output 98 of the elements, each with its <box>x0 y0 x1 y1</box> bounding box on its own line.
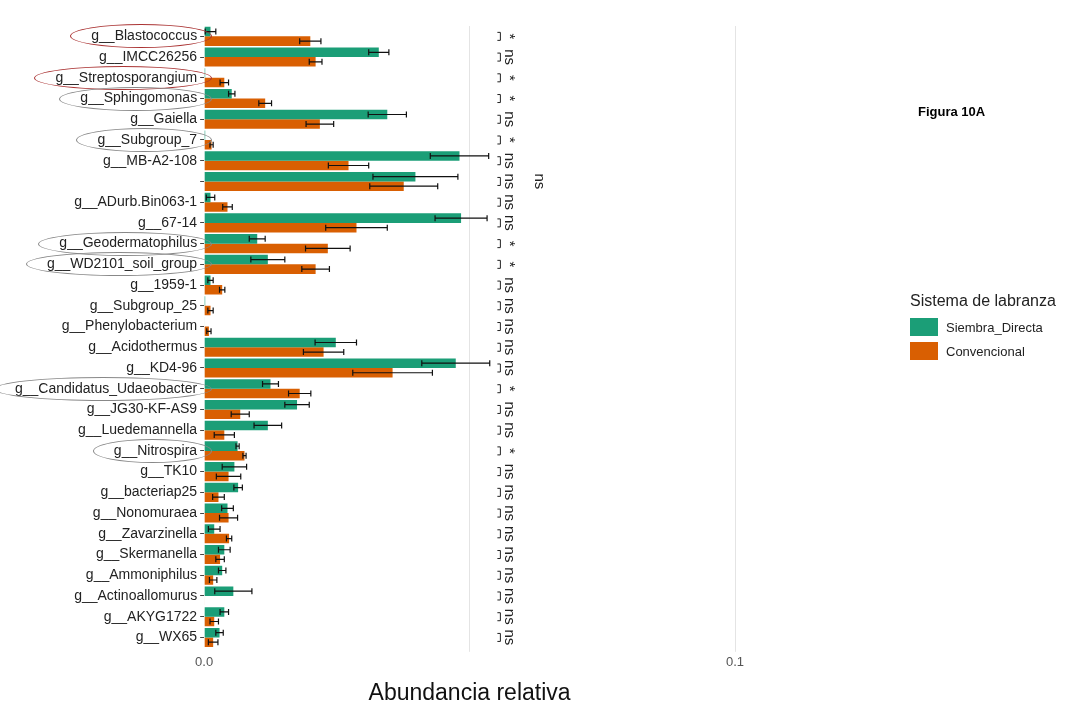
annotation: ns <box>502 463 520 480</box>
annotation: ns <box>502 173 520 190</box>
bar <box>204 89 232 99</box>
y-tick-label: g__Candidatus_Udaeobacter <box>15 379 198 396</box>
bar <box>204 513 229 523</box>
annotation: ns <box>502 277 520 294</box>
text: Figura 10A <box>918 104 986 119</box>
bar <box>204 202 228 212</box>
x-tick-label: 0.0 <box>195 654 214 670</box>
y-tick-label: g__Zavarzinella <box>98 524 198 541</box>
y-tick-label: g__ADurb.Bin063-1 <box>74 193 198 210</box>
y-tick-label: g__Sphingomonas <box>80 89 198 106</box>
y-tick-label: g__MB-A2-108 <box>102 151 198 168</box>
y-tick-label: g__WX65 <box>135 628 198 645</box>
bar <box>204 119 320 129</box>
annotation: ns <box>502 111 520 128</box>
bar <box>204 441 238 451</box>
annotation: ns <box>502 318 520 335</box>
annotation: ns <box>502 546 520 563</box>
y-tick-label: g__67-14 <box>137 213 198 230</box>
annotation: ns <box>502 484 520 501</box>
bar <box>204 420 268 431</box>
y-tick-label: g__1959-1 <box>130 275 198 292</box>
y-tick-label: g__Phenylobacterium <box>61 317 198 334</box>
bar <box>204 409 241 419</box>
annotation: ns <box>502 360 520 376</box>
bar <box>204 337 336 348</box>
y-tick-label: g__Nonomuraea <box>92 503 198 520</box>
bar <box>204 151 460 161</box>
annotation: * <box>502 137 520 144</box>
y-tick-label: g__KD4-96 <box>126 358 198 375</box>
y-tick-label: g__Skermanella <box>95 545 198 562</box>
bar <box>204 367 393 378</box>
y-tick-label: g__Acidothermus <box>88 338 198 355</box>
legend-title: Sistema de labranza <box>910 292 1056 310</box>
y-tick-label: g__Subgroup_7 <box>97 130 198 147</box>
bar <box>204 222 357 233</box>
annotation: ns <box>502 194 520 211</box>
annotation: ns <box>502 588 520 604</box>
y-tick-label: g__Luedemannella <box>78 421 198 438</box>
y-tick-label: g__AKYG1722 <box>103 607 198 624</box>
y-tick-label: g__IMCC26256 <box>99 47 198 64</box>
bar <box>204 285 223 295</box>
annotation: ns <box>502 297 520 314</box>
y-tick-label: g__Nitrospira <box>113 441 198 458</box>
bar <box>204 607 225 617</box>
bar <box>204 399 298 410</box>
annotation: ns <box>532 173 550 190</box>
y-tick-label: g__Ammoniphilus <box>85 566 198 583</box>
legend-label: Convencional <box>946 343 1025 359</box>
annotation: ns <box>502 608 520 625</box>
bar <box>204 171 416 182</box>
bar <box>204 213 462 223</box>
bar <box>204 160 349 171</box>
annotation: ns <box>502 401 520 418</box>
annotation: ns <box>502 525 520 542</box>
annotation: * <box>502 385 520 392</box>
annotation: ns <box>502 422 520 439</box>
annotation: ns <box>502 567 520 584</box>
annotation: ns <box>502 339 520 356</box>
bar <box>204 234 258 244</box>
bar <box>204 47 379 58</box>
annotation: ns <box>502 214 520 231</box>
bar <box>204 545 225 555</box>
y-tick-label: g__Streptosporangium <box>55 68 198 85</box>
y-tick-label: g__bacteriap25 <box>100 483 198 500</box>
annotation: * <box>502 261 520 268</box>
y-tick-label: g__WD2101_soil_group <box>46 255 198 272</box>
y-tick-label: g__Actinoallomurus <box>74 586 198 603</box>
annotation: ns <box>502 152 520 169</box>
annotation: ns <box>502 49 520 66</box>
y-tick-label: g__JG30-KF-AS9 <box>86 400 198 417</box>
bar <box>204 243 328 254</box>
bar <box>204 109 388 120</box>
bar <box>204 586 234 596</box>
y-tick-label: g__Geodermatophilus <box>59 234 198 251</box>
annotation: * <box>502 240 520 247</box>
bar <box>204 264 316 274</box>
x-tick-label: 0.1 <box>725 654 745 670</box>
annotation: * <box>502 74 520 81</box>
y-tick-label: g__Blastococcus <box>91 27 198 44</box>
bar <box>204 181 404 191</box>
bar <box>204 57 316 67</box>
bar <box>204 388 300 399</box>
legend-label: Siembra_Directa <box>946 319 1043 335</box>
y-tick-label: g__Gaiella <box>130 110 198 127</box>
annotation: ns <box>502 629 520 646</box>
bar <box>204 347 324 357</box>
x-axis-title: Abundancia relativa <box>368 678 571 705</box>
annotation: ns <box>502 505 520 521</box>
annotation: * <box>502 447 520 454</box>
bar <box>204 358 456 368</box>
annotation: * <box>502 33 520 40</box>
y-tick-label: g__TK10 <box>140 462 198 479</box>
annotation: * <box>502 95 520 102</box>
y-tick-label: g__Subgroup_25 <box>89 296 198 313</box>
bar <box>204 379 271 389</box>
bar <box>204 36 311 46</box>
